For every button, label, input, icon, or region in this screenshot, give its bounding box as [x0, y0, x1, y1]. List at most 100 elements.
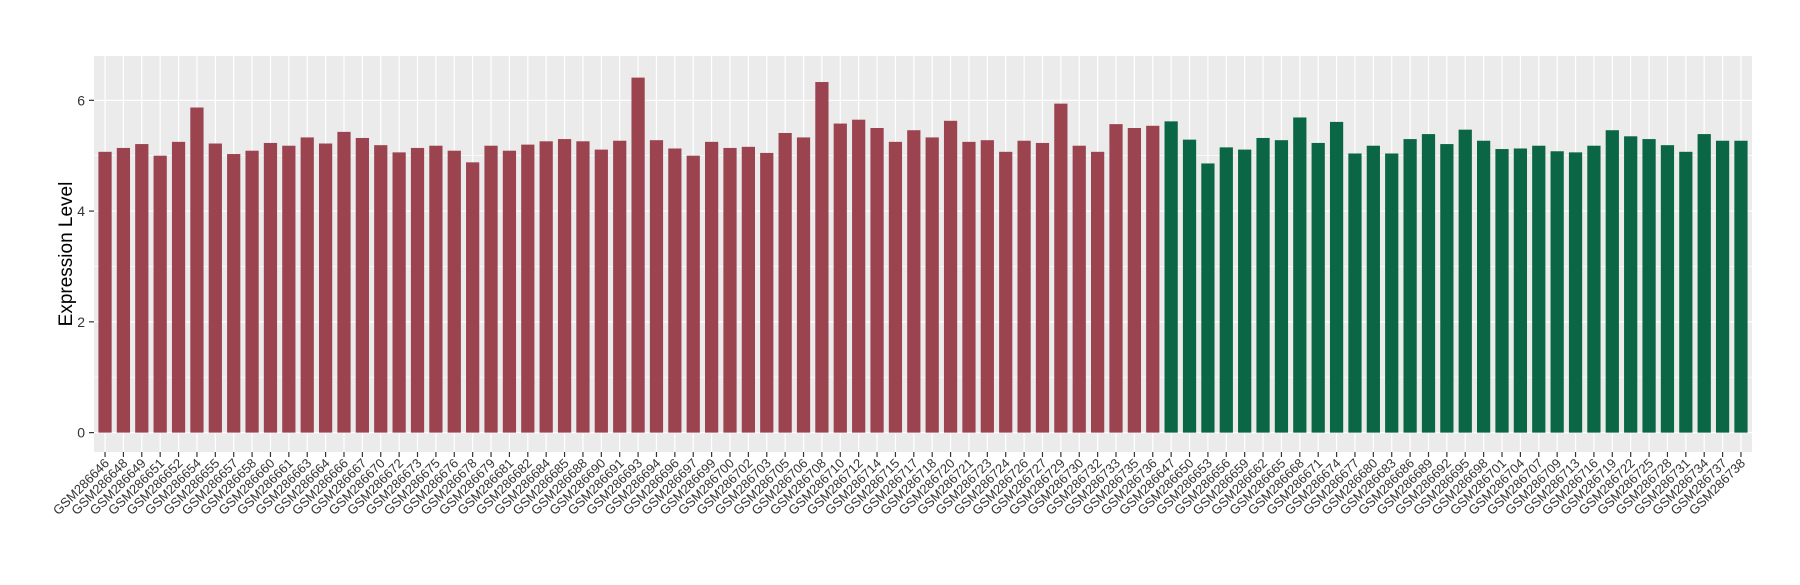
bar	[484, 145, 498, 433]
bar	[355, 137, 369, 433]
bar	[392, 152, 406, 433]
y-tick-label: 2	[77, 314, 85, 330]
bar	[521, 144, 535, 433]
bar	[1146, 125, 1160, 433]
bar	[1127, 128, 1142, 433]
y-tick-label: 4	[77, 203, 85, 219]
bar	[796, 137, 811, 433]
bar	[502, 150, 517, 433]
bar	[557, 139, 572, 433]
bar	[980, 140, 994, 433]
bar	[888, 141, 903, 433]
bar	[999, 151, 1013, 433]
bar	[815, 82, 829, 433]
bar	[1532, 145, 1546, 433]
bar	[1642, 139, 1656, 433]
bar	[135, 144, 149, 433]
bar	[429, 145, 443, 433]
bar	[1035, 142, 1050, 433]
bar	[190, 107, 204, 433]
bar	[1660, 145, 1675, 433]
bar	[1182, 139, 1197, 433]
bar	[760, 152, 774, 433]
bar	[1201, 163, 1215, 433]
bar	[1495, 149, 1509, 433]
bar	[1164, 121, 1178, 433]
bar	[1403, 139, 1417, 433]
bar	[925, 137, 939, 433]
bar	[1513, 148, 1528, 433]
bar	[1109, 124, 1123, 433]
bar	[466, 162, 480, 433]
bar	[374, 145, 388, 433]
bar	[98, 151, 112, 433]
bar	[594, 149, 608, 433]
bar	[539, 141, 553, 433]
bar	[227, 154, 241, 433]
bar	[576, 141, 590, 433]
bar	[1366, 145, 1380, 433]
x-axis: GSM286646GSM286648GSM286649GSM286651GSM2…	[50, 452, 1748, 518]
bar	[1715, 140, 1730, 433]
bar	[1421, 134, 1436, 433]
bar	[1219, 147, 1233, 433]
bar	[1072, 145, 1086, 433]
bar	[300, 137, 314, 433]
bar	[1458, 129, 1472, 433]
bar	[1697, 134, 1711, 433]
bar	[1091, 151, 1105, 433]
bar	[1348, 153, 1362, 433]
bar	[1568, 152, 1583, 433]
bar	[282, 145, 296, 433]
bar	[410, 147, 425, 433]
bar	[723, 147, 737, 433]
y-tick-label: 6	[77, 92, 85, 108]
bar	[1017, 140, 1031, 433]
bar	[263, 142, 278, 433]
bar	[1311, 142, 1325, 433]
bar	[447, 150, 461, 433]
bar	[613, 140, 627, 433]
y-tick-label: 0	[77, 425, 85, 441]
bar	[833, 123, 847, 433]
bar	[208, 143, 222, 433]
bar	[631, 77, 645, 433]
bar	[649, 140, 664, 433]
bar	[1624, 136, 1638, 433]
bar	[870, 128, 884, 433]
bar	[1477, 140, 1491, 433]
bar	[318, 143, 333, 433]
bar	[852, 119, 866, 433]
bar	[337, 131, 351, 433]
bar	[1238, 149, 1252, 433]
bar	[153, 155, 167, 433]
bar	[907, 130, 921, 433]
bar	[1734, 140, 1748, 433]
bar	[171, 141, 186, 433]
bar	[704, 141, 719, 433]
bar	[1329, 121, 1344, 433]
bar	[686, 155, 700, 433]
y-axis: 0 2 4 6	[77, 92, 94, 441]
bar	[741, 146, 755, 433]
bar	[1274, 140, 1289, 433]
bar	[116, 147, 131, 433]
bar	[668, 148, 682, 433]
bar	[962, 141, 976, 433]
bar	[245, 150, 259, 433]
bar	[1385, 153, 1399, 433]
bar	[943, 120, 958, 433]
bar	[1605, 130, 1619, 433]
plot-panel	[94, 56, 1752, 452]
bar	[1440, 144, 1454, 433]
bar	[1054, 103, 1068, 433]
bar	[1679, 151, 1693, 433]
bar	[1293, 117, 1307, 433]
bars	[98, 77, 1748, 433]
y-axis-label: Expression Level	[56, 182, 77, 327]
bar	[1256, 137, 1270, 433]
bar	[1550, 151, 1564, 433]
bar	[1587, 145, 1601, 433]
